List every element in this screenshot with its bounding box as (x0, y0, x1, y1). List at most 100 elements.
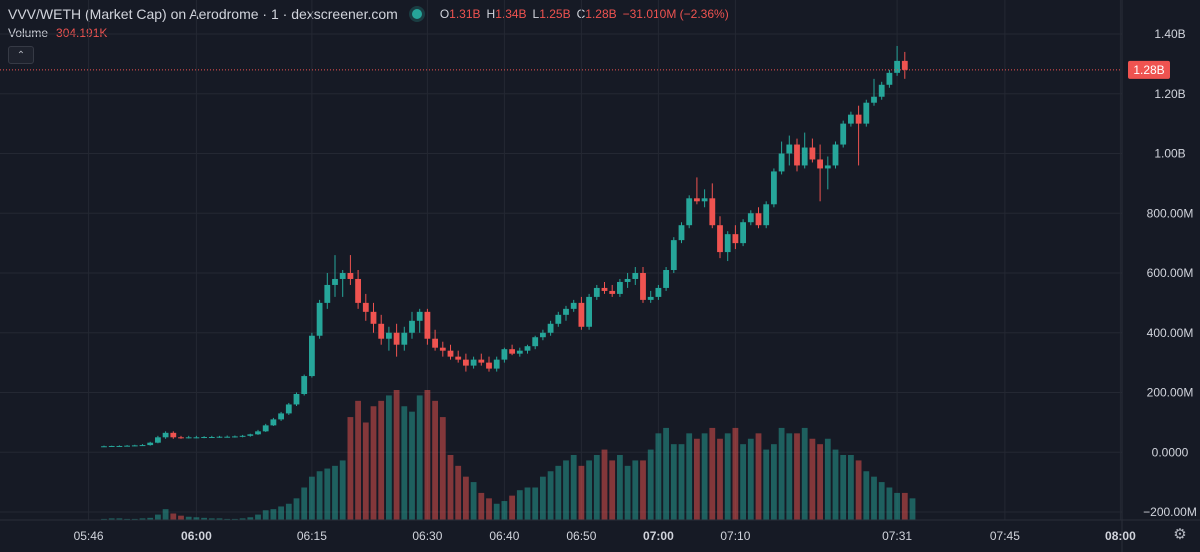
candle[interactable] (193, 435, 200, 439)
candle[interactable] (801, 132, 808, 169)
candle[interactable] (455, 350, 462, 363)
candle[interactable] (470, 356, 477, 369)
candle[interactable] (740, 219, 746, 247)
candle[interactable] (432, 329, 438, 351)
candle[interactable] (478, 353, 485, 366)
candle[interactable] (593, 284, 600, 300)
candle[interactable] (663, 267, 669, 291)
candle[interactable] (224, 435, 231, 438)
candle[interactable] (655, 284, 662, 300)
candle[interactable] (724, 231, 731, 262)
candle[interactable] (855, 105, 862, 166)
candle[interactable] (301, 374, 308, 396)
candle[interactable] (393, 323, 400, 357)
candle[interactable] (247, 433, 254, 437)
candle[interactable] (832, 141, 839, 169)
candle[interactable] (208, 435, 215, 439)
candle[interactable] (640, 267, 646, 303)
candle[interactable] (439, 341, 446, 357)
candle[interactable] (131, 444, 138, 447)
candle[interactable] (794, 138, 800, 172)
candle[interactable] (848, 111, 854, 127)
candle[interactable] (362, 293, 369, 321)
candle[interactable] (216, 435, 223, 438)
candle[interactable] (155, 435, 161, 444)
candle[interactable] (409, 311, 415, 339)
candle[interactable] (185, 435, 192, 439)
candle[interactable] (147, 441, 154, 446)
candle[interactable] (424, 308, 431, 345)
candle[interactable] (347, 255, 354, 285)
candle[interactable] (632, 267, 639, 285)
candle[interactable] (871, 78, 877, 106)
collapse-legend-button[interactable]: ⌃ (8, 46, 34, 64)
candle[interactable] (116, 445, 123, 447)
candle[interactable] (824, 156, 831, 190)
candle[interactable] (624, 273, 631, 288)
candle[interactable] (316, 299, 323, 339)
candle[interactable] (232, 435, 238, 438)
candle[interactable] (686, 195, 693, 229)
candle[interactable] (809, 138, 816, 163)
candle[interactable] (493, 356, 500, 372)
candle[interactable] (532, 335, 539, 350)
candle[interactable] (516, 347, 523, 357)
candle[interactable] (678, 222, 685, 244)
candle[interactable] (108, 445, 115, 447)
candle[interactable] (863, 99, 870, 127)
candle[interactable] (609, 284, 616, 297)
candle[interactable] (239, 434, 246, 438)
candle[interactable] (901, 51, 908, 79)
candle[interactable] (694, 177, 700, 205)
candle[interactable] (586, 293, 592, 330)
candle[interactable] (170, 431, 177, 439)
candle[interactable] (285, 402, 292, 415)
candle[interactable] (617, 278, 623, 297)
candle[interactable] (717, 216, 723, 259)
candle[interactable] (709, 183, 716, 229)
candle[interactable] (270, 417, 277, 426)
candle[interactable] (101, 445, 107, 448)
candle[interactable] (886, 69, 893, 88)
candle[interactable] (563, 305, 569, 321)
candle[interactable] (509, 344, 515, 356)
gear-icon[interactable]: ⚙ (1173, 526, 1187, 543)
candle[interactable] (555, 311, 562, 327)
candle[interactable] (324, 273, 331, 309)
candle[interactable] (447, 344, 454, 360)
candle[interactable] (547, 320, 554, 336)
candle[interactable] (778, 141, 785, 175)
candle[interactable] (647, 290, 654, 303)
candle[interactable] (416, 308, 423, 333)
candle[interactable] (201, 436, 207, 439)
candle[interactable] (670, 237, 677, 273)
candle[interactable] (732, 225, 739, 250)
candle[interactable] (763, 201, 770, 229)
candle[interactable] (501, 347, 508, 363)
candle[interactable] (894, 45, 900, 76)
candle[interactable] (293, 392, 300, 406)
candle[interactable] (578, 296, 585, 330)
candle[interactable] (486, 356, 492, 372)
candle[interactable] (355, 270, 361, 309)
candle[interactable] (401, 326, 408, 351)
candle[interactable] (255, 429, 261, 435)
candle[interactable] (701, 189, 708, 208)
candle[interactable] (817, 144, 823, 202)
candle[interactable] (771, 168, 777, 208)
candle[interactable] (309, 332, 315, 378)
candle[interactable] (540, 329, 546, 341)
candle[interactable] (878, 81, 885, 100)
candle[interactable] (332, 255, 338, 297)
candle[interactable] (278, 411, 284, 421)
candle[interactable] (601, 281, 608, 294)
candle[interactable] (570, 299, 577, 312)
candle[interactable] (139, 444, 146, 447)
candle[interactable] (178, 435, 184, 439)
candle[interactable] (524, 344, 531, 354)
candle[interactable] (386, 326, 392, 351)
candle[interactable] (339, 270, 346, 297)
candle[interactable] (840, 120, 847, 148)
candle[interactable] (378, 314, 385, 345)
